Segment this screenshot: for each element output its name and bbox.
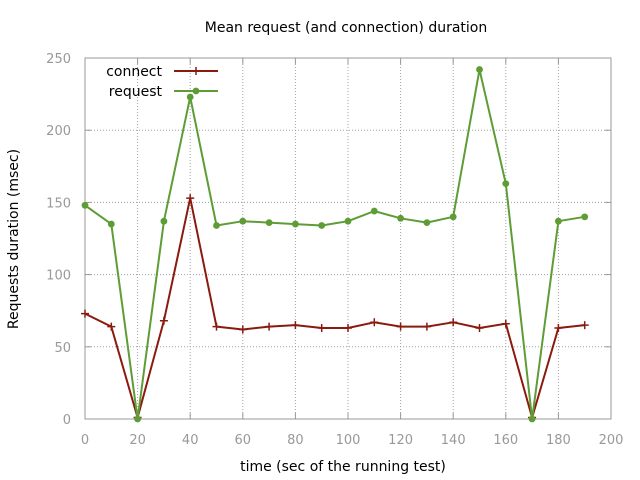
data-point-connect (370, 318, 379, 327)
grid-lines (85, 58, 611, 419)
x-tick-label: 140 (441, 433, 466, 448)
y-tick-label: 0 (63, 413, 71, 428)
data-point-connect (186, 194, 195, 203)
x-tick-label: 0 (81, 433, 89, 448)
data-point-connect (107, 322, 116, 331)
data-point-connect (449, 318, 458, 327)
x-tick-label: 20 (129, 433, 146, 448)
x-tick-label: 180 (546, 433, 571, 448)
series-line-connect (84, 197, 585, 419)
data-point-connect (475, 324, 484, 333)
y-axis-title: Requests duration (msec) (6, 149, 22, 329)
data-point-connect (554, 324, 563, 333)
legend: connect request (106, 64, 218, 100)
data-point-connect (344, 324, 352, 333)
x-tick-label: 100 (336, 433, 361, 448)
data-point-request (134, 415, 142, 423)
data-point-request (239, 217, 247, 225)
x-tick-label: 60 (235, 433, 252, 448)
series-connect (81, 194, 589, 422)
series-line-request (84, 68, 585, 420)
data-point-request (528, 415, 536, 423)
data-point-connect (422, 322, 431, 331)
data-point-request (344, 217, 352, 225)
y-tick-label: 50 (54, 341, 71, 356)
data-point-request (423, 219, 431, 227)
y-tick-label: 200 (46, 124, 71, 139)
x-tick-label: 160 (493, 433, 518, 448)
data-point-connect (291, 321, 300, 330)
data-point-request (160, 217, 168, 225)
data-point-connect (317, 324, 326, 333)
chart-title: Mean request (and connection) duration (205, 20, 487, 36)
x-axis-title: time (sec of the running test) (240, 459, 446, 475)
x-tick-label: 80 (287, 433, 304, 448)
y-tick-label: 150 (46, 196, 71, 211)
data-point-connect (238, 325, 247, 334)
data-point-request (370, 207, 378, 215)
data-point-request (292, 220, 299, 228)
data-point-request (186, 93, 194, 101)
data-point-request (449, 213, 457, 221)
data-point-request (265, 219, 273, 227)
x-tick-label: 200 (599, 433, 624, 448)
data-point-request (213, 222, 220, 229)
data-point-request (81, 201, 89, 209)
data-point-request (318, 222, 326, 229)
data-point-connect (81, 309, 89, 318)
data-point-request (397, 214, 404, 222)
legend-marker-connect (192, 67, 200, 75)
y-tick-label: 100 (46, 269, 71, 284)
legend-marker-request (192, 87, 200, 95)
data-point-connect (501, 319, 510, 328)
series-layer (81, 66, 589, 423)
data-point-request (555, 217, 562, 225)
data-point-connect (212, 322, 221, 331)
data-point-connect (580, 321, 589, 330)
data-point-connect (159, 316, 168, 325)
data-point-request (502, 180, 510, 188)
legend-label-connect: connect (106, 64, 162, 80)
x-tick-label: 40 (182, 433, 199, 448)
data-point-connect (265, 322, 274, 331)
x-tick-label: 120 (388, 433, 413, 448)
series-request (81, 66, 589, 423)
legend-label-request: request (109, 84, 163, 100)
data-point-connect (396, 322, 405, 331)
data-point-request (581, 213, 589, 221)
y-tick-label: 250 (46, 52, 71, 67)
data-point-request (107, 220, 115, 228)
data-point-request (476, 66, 483, 73)
